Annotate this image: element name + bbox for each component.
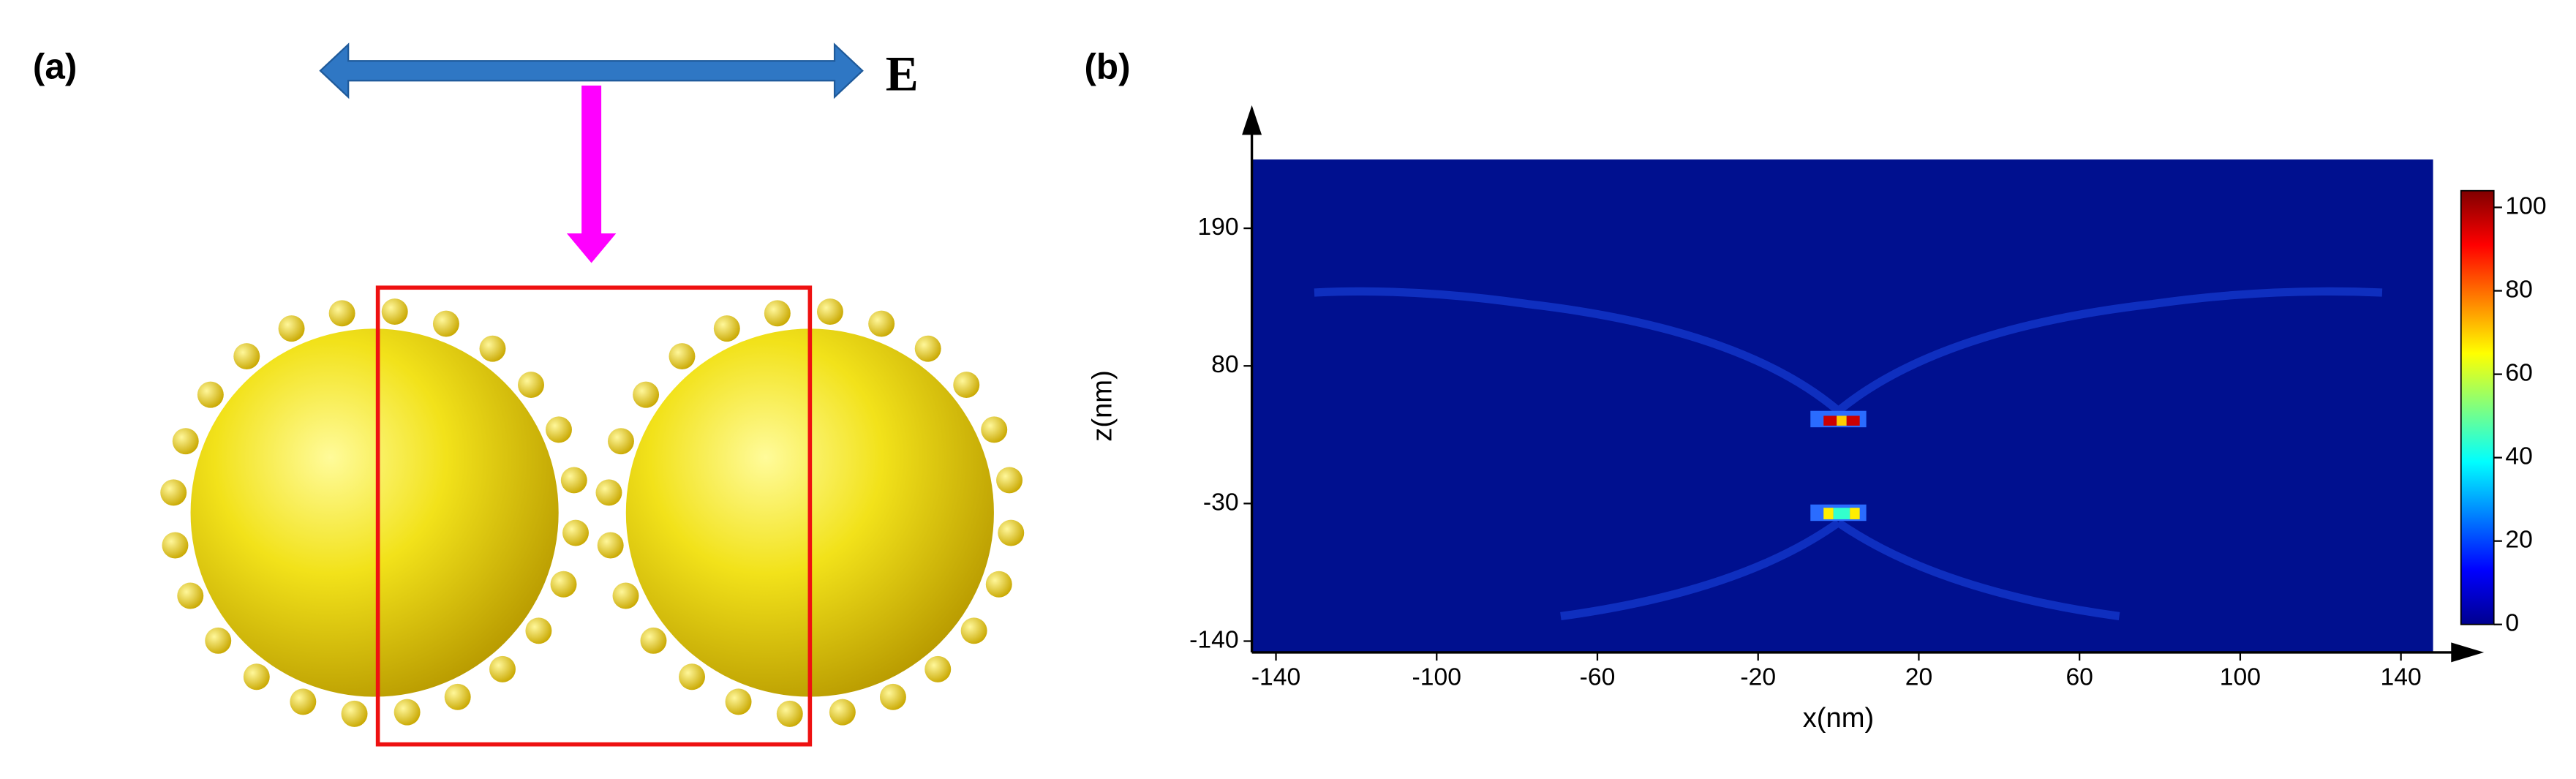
bead xyxy=(550,571,577,598)
x-tick-label: -140 xyxy=(1251,664,1300,691)
hotspot xyxy=(1823,415,1837,426)
bead xyxy=(562,519,589,546)
bead xyxy=(278,315,305,342)
bead xyxy=(829,699,856,726)
bead xyxy=(341,700,368,727)
bead xyxy=(525,617,552,644)
colorbar-tick-label: 80 xyxy=(2505,276,2532,303)
x-tick-label: -100 xyxy=(1412,664,1461,691)
bead xyxy=(595,479,622,506)
x-tick-label: -20 xyxy=(1740,664,1776,691)
bead xyxy=(713,315,740,342)
y-tick-label: 80 xyxy=(1211,351,1238,378)
bead xyxy=(162,532,189,559)
bead xyxy=(172,428,199,455)
bead xyxy=(996,467,1023,494)
y-tick-label: -30 xyxy=(1203,489,1239,516)
bead xyxy=(560,467,587,494)
bead xyxy=(381,298,408,325)
bead xyxy=(679,663,705,690)
bead xyxy=(479,335,506,362)
bead xyxy=(953,372,980,399)
bead xyxy=(879,683,906,710)
bead xyxy=(328,300,355,327)
x-axis-label: x(nm) xyxy=(1803,702,1875,734)
bead xyxy=(725,688,752,715)
bead xyxy=(546,416,572,443)
bead xyxy=(640,627,667,654)
bead xyxy=(985,571,1012,598)
x-tick-label: 20 xyxy=(1905,664,1932,691)
colorbar-tick-label: 60 xyxy=(2505,359,2532,386)
bead xyxy=(597,532,624,559)
y-tick-label: -140 xyxy=(1189,626,1238,653)
colorbar-tick-label: 0 xyxy=(2505,610,2519,637)
bead xyxy=(233,343,260,370)
x-tick-label: -60 xyxy=(1580,664,1616,691)
bead xyxy=(290,688,317,715)
hotspot xyxy=(1850,508,1860,519)
bead xyxy=(960,617,987,644)
bead xyxy=(868,310,895,337)
y-tick-label: 190 xyxy=(1197,214,1238,241)
region-box xyxy=(375,285,813,747)
bead xyxy=(444,683,471,710)
nanoparticle-dimer xyxy=(160,298,1025,727)
bead xyxy=(160,479,187,506)
bead xyxy=(776,700,803,727)
hotspot xyxy=(1823,508,1834,519)
bead xyxy=(816,298,843,325)
field-label: E xyxy=(886,46,919,101)
x-tick-label: 100 xyxy=(2220,664,2261,691)
heatmap-area xyxy=(1251,159,2433,652)
sphere xyxy=(190,328,559,697)
hotspot xyxy=(1846,415,1860,426)
bead xyxy=(489,655,516,682)
bead xyxy=(432,310,459,337)
bead xyxy=(205,627,232,654)
panel-label: (b) xyxy=(1084,47,1130,87)
y-axis-arrow xyxy=(1242,105,1262,135)
colorbar xyxy=(2460,189,2495,625)
bead xyxy=(914,335,941,362)
bead xyxy=(633,381,660,408)
x-tick-label: 140 xyxy=(2381,664,2422,691)
bead xyxy=(612,582,639,609)
x-axis-arrow xyxy=(2451,642,2485,663)
k-arrow xyxy=(566,85,617,263)
bead xyxy=(764,300,791,327)
y-axis-label: z(nm) xyxy=(1087,370,1118,442)
bead xyxy=(177,582,204,609)
bead xyxy=(981,416,1008,443)
colorbar-tick-label: 40 xyxy=(2505,443,2532,470)
bead xyxy=(393,699,421,726)
hotspot xyxy=(1833,508,1850,519)
e-field-arrow xyxy=(319,42,864,99)
bead xyxy=(243,663,270,690)
panel-label: (a) xyxy=(33,47,77,87)
hotspot xyxy=(1837,415,1847,426)
bead xyxy=(998,519,1025,546)
bead xyxy=(924,655,952,682)
bead xyxy=(669,343,696,370)
x-tick-label: 60 xyxy=(2065,664,2093,691)
bead xyxy=(197,381,224,408)
bead xyxy=(518,372,544,399)
bead xyxy=(608,428,634,455)
colorbar-tick-label: 20 xyxy=(2505,527,2532,554)
colorbar-tick-label: 100 xyxy=(2505,192,2546,219)
field-pattern xyxy=(1314,287,2383,621)
